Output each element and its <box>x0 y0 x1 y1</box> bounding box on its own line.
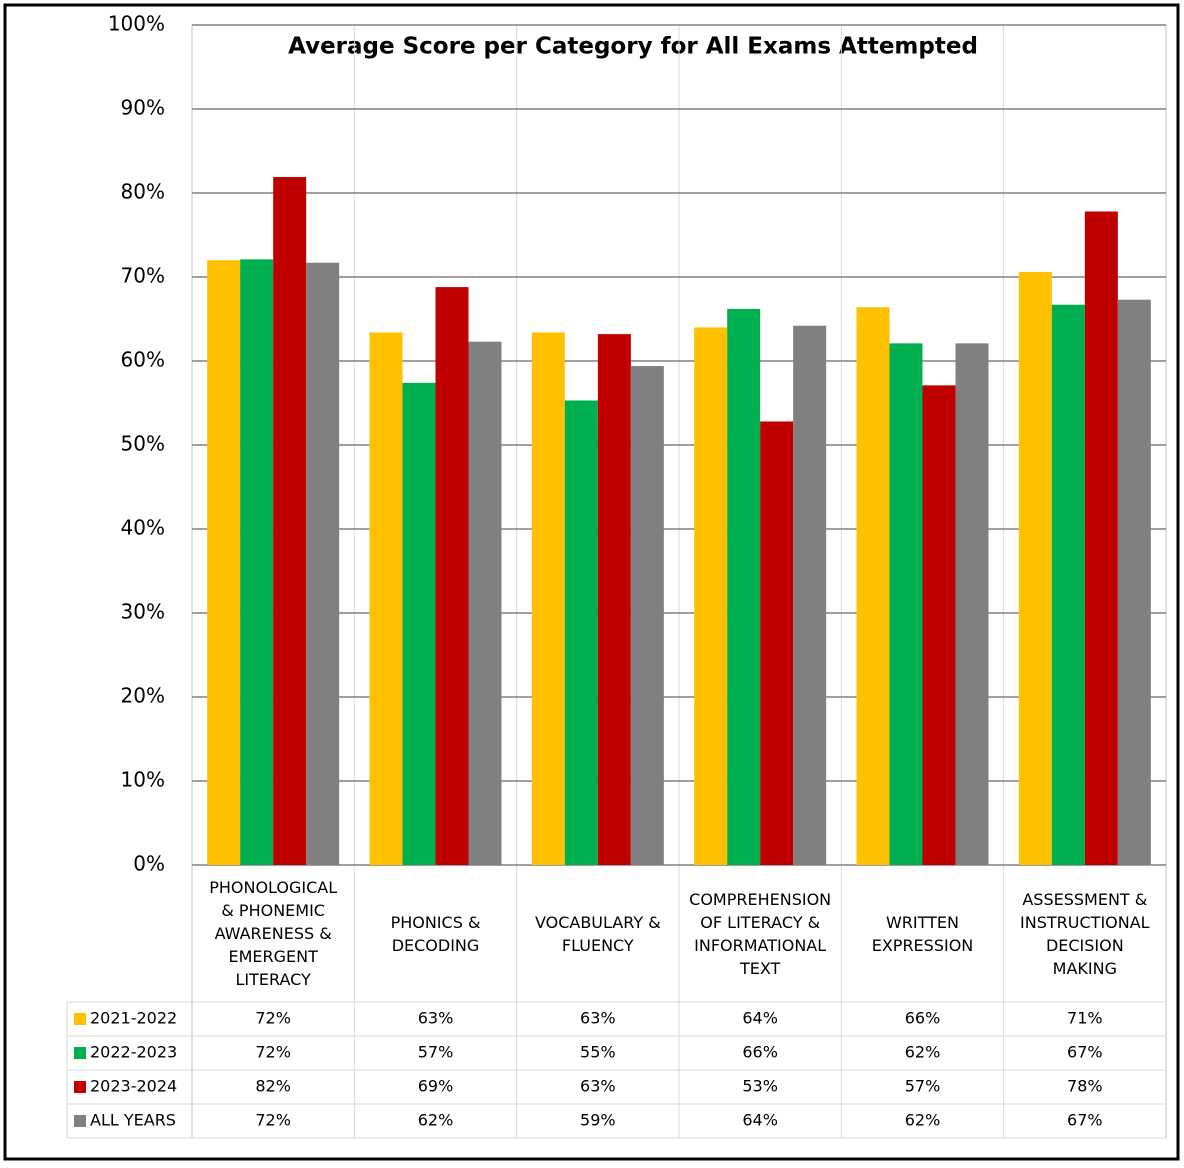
table-value: 64% <box>742 1111 778 1130</box>
bar <box>1084 211 1118 866</box>
y-tick-label: 80% <box>121 180 165 204</box>
bar <box>468 341 502 865</box>
y-tick-label: 90% <box>121 96 165 120</box>
legend-swatch <box>74 1047 86 1059</box>
table-value: 63% <box>418 1009 454 1028</box>
y-tick-label: 20% <box>121 684 165 708</box>
x-tick-label: PHONOLOGICAL & PHONEMIC AWARENESS & EMER… <box>209 878 338 989</box>
x-tick-label: VOCABULARY & FLUENCY <box>534 912 661 955</box>
bar <box>793 325 827 866</box>
table-value: 72% <box>255 1009 291 1028</box>
bar <box>531 332 565 865</box>
bar <box>207 260 241 865</box>
table-value: 71% <box>1067 1009 1103 1028</box>
bar <box>922 385 956 865</box>
table-value: 57% <box>905 1077 941 1096</box>
bar <box>564 400 598 865</box>
bar <box>955 343 989 865</box>
bar <box>435 287 469 866</box>
legend-label: ALL YEARS <box>90 1111 176 1130</box>
table-value: 69% <box>418 1077 454 1096</box>
y-tick-label: 40% <box>121 516 165 540</box>
legend-label: 2023-2024 <box>90 1077 177 1096</box>
table-value: 55% <box>580 1043 616 1062</box>
chart-title: Average Score per Category for All Exams… <box>288 34 978 60</box>
bar <box>240 259 274 865</box>
table-value: 72% <box>255 1043 291 1062</box>
legend-label: 2022-2023 <box>90 1043 177 1062</box>
bar <box>856 307 890 865</box>
table-value: 82% <box>255 1077 291 1096</box>
bar <box>1051 304 1085 866</box>
bar <box>889 343 923 865</box>
y-tick-label: 70% <box>121 264 165 288</box>
table-value: 72% <box>255 1111 291 1130</box>
y-tick-label: 50% <box>121 432 165 456</box>
legend-swatch <box>74 1115 86 1127</box>
x-tick-label: PHONICS & DECODING <box>390 912 481 955</box>
table-value: 66% <box>742 1043 778 1062</box>
y-tick-label: 100% <box>108 12 165 36</box>
table-value: 62% <box>905 1111 941 1130</box>
x-tick-label: WRITTEN EXPRESSION <box>871 912 974 955</box>
table-value: 57% <box>418 1043 454 1062</box>
x-tick-label: ASSESSMENT & INSTRUCTIONAL DECISION MAKI… <box>1020 889 1150 978</box>
table-value: 63% <box>580 1077 616 1096</box>
bar <box>369 332 403 865</box>
legend-swatch <box>74 1013 86 1025</box>
y-tick-label: 30% <box>121 600 165 624</box>
table-value: 62% <box>905 1043 941 1062</box>
table-value: 67% <box>1067 1043 1103 1062</box>
bar <box>1117 299 1151 865</box>
table-value: 78% <box>1067 1077 1103 1096</box>
bar <box>402 382 436 865</box>
bar <box>273 177 307 866</box>
bar <box>760 421 794 865</box>
table-value: 63% <box>580 1009 616 1028</box>
y-tick-label: 10% <box>121 768 165 792</box>
table-value: 62% <box>418 1111 454 1130</box>
y-tick-label: 60% <box>121 348 165 372</box>
table-value: 64% <box>742 1009 778 1028</box>
legend-swatch <box>74 1081 86 1093</box>
bar <box>694 327 728 865</box>
bar <box>1018 271 1052 866</box>
table-value: 59% <box>580 1111 616 1130</box>
bar <box>630 366 664 865</box>
table-value: 67% <box>1067 1111 1103 1130</box>
bar <box>306 262 340 866</box>
bar <box>597 334 631 865</box>
legend-label: 2021-2022 <box>90 1009 177 1028</box>
x-tick-label: COMPREHENSION OF LITERACY & INFORMATIONA… <box>689 889 832 978</box>
y-tick-label: 0% <box>133 852 165 876</box>
table-value: 66% <box>905 1009 941 1028</box>
table-value: 53% <box>742 1077 778 1096</box>
bar <box>727 308 761 865</box>
